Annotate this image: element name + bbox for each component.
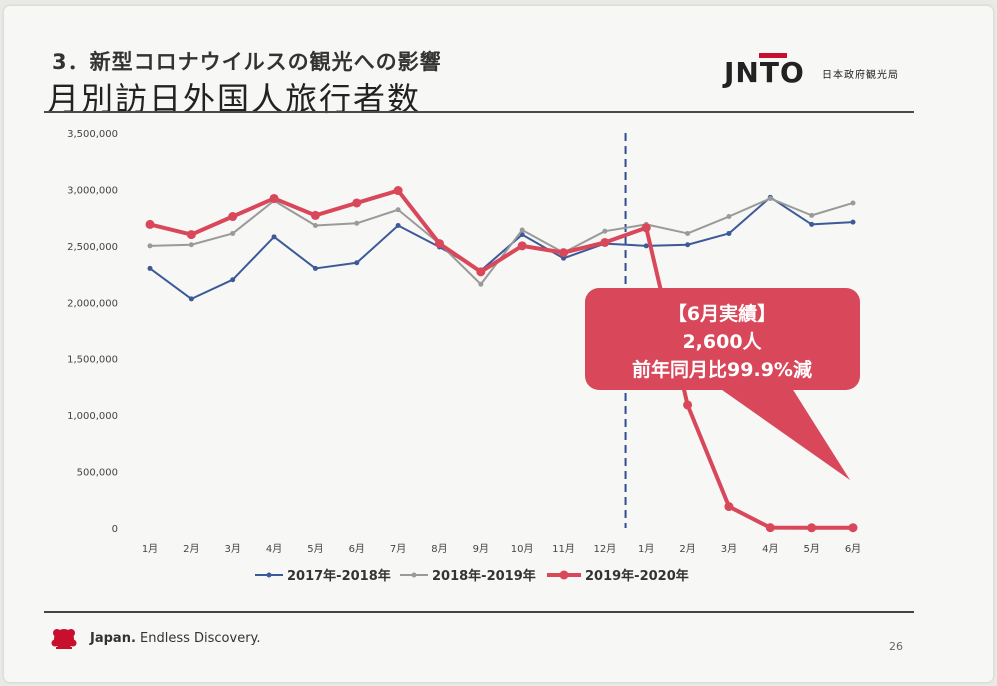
x-tick-label: 3月 bbox=[225, 543, 241, 555]
y-tick-label: 3,000,000 bbox=[67, 185, 118, 196]
data-point bbox=[726, 214, 732, 220]
x-tick-label: 11月 bbox=[552, 543, 575, 555]
data-point bbox=[147, 243, 153, 249]
series-line bbox=[149, 197, 854, 286]
title-divider bbox=[44, 111, 914, 113]
data-point bbox=[269, 193, 279, 203]
callout-pointer bbox=[715, 385, 850, 480]
x-tick-label: 3月 bbox=[721, 543, 737, 555]
footer-divider bbox=[44, 611, 914, 613]
data-point bbox=[685, 242, 691, 248]
series-line bbox=[149, 196, 854, 300]
series-line bbox=[149, 188, 854, 530]
callout-box bbox=[585, 288, 860, 390]
x-tick-label: 1月 bbox=[638, 543, 654, 555]
data-point bbox=[600, 237, 610, 247]
x-tick-label: 5月 bbox=[803, 543, 819, 555]
data-point bbox=[807, 523, 817, 533]
y-tick-label: 1,000,000 bbox=[67, 411, 118, 422]
data-point bbox=[228, 212, 238, 222]
data-point bbox=[478, 281, 484, 287]
data-point bbox=[434, 239, 444, 249]
y-tick-label: 2,000,000 bbox=[67, 298, 118, 309]
data-point bbox=[354, 260, 360, 266]
x-tick-label: 12月 bbox=[594, 543, 617, 555]
x-tick-label: 5月 bbox=[307, 543, 323, 555]
footer-brand-rest: Endless Discovery. bbox=[135, 631, 261, 646]
data-point bbox=[188, 242, 194, 248]
data-point bbox=[850, 200, 856, 206]
y-tick-label: 500,000 bbox=[77, 468, 118, 479]
data-point bbox=[230, 230, 236, 236]
data-point bbox=[765, 523, 775, 533]
y-tick-label: 0 bbox=[112, 524, 118, 535]
logo-accent-bar bbox=[759, 53, 787, 58]
x-tick-label: 2月 bbox=[679, 543, 695, 555]
x-tick-label: 7月 bbox=[390, 543, 406, 555]
page-number: 26 bbox=[889, 640, 903, 653]
y-tick-label: 3,500,000 bbox=[67, 129, 118, 140]
section-title: 3．新型コロナウイルスの観光への影響 bbox=[52, 50, 442, 74]
data-point bbox=[767, 195, 773, 201]
data-point bbox=[848, 523, 858, 533]
data-point bbox=[352, 198, 362, 208]
data-point bbox=[310, 210, 320, 220]
data-point bbox=[850, 219, 856, 225]
data-point bbox=[641, 223, 651, 233]
data-point bbox=[685, 230, 691, 236]
data-point bbox=[809, 221, 815, 227]
data-point bbox=[312, 265, 318, 271]
data-point bbox=[476, 267, 486, 277]
data-point bbox=[312, 223, 318, 229]
x-tick-label: 6月 bbox=[349, 543, 365, 555]
data-point bbox=[726, 230, 732, 236]
callout-line-1: 【6月実績】 bbox=[668, 302, 776, 325]
data-point bbox=[724, 502, 734, 512]
y-tick-label: 2,500,000 bbox=[67, 242, 118, 253]
footer-brand-bold: Japan. bbox=[90, 631, 136, 646]
x-tick-label: 8月 bbox=[431, 543, 447, 555]
data-point bbox=[809, 212, 815, 218]
callout-line-3: 前年同月比99.9%減 bbox=[632, 358, 812, 381]
data-point bbox=[147, 265, 153, 271]
y-tick-label: 1,500,000 bbox=[67, 355, 118, 366]
x-tick-label: 4月 bbox=[266, 543, 282, 555]
x-tick-label: 2月 bbox=[183, 543, 199, 555]
data-point bbox=[188, 296, 194, 302]
data-point bbox=[354, 220, 360, 226]
data-point bbox=[393, 186, 403, 196]
x-tick-label: 10月 bbox=[511, 543, 534, 555]
data-point bbox=[230, 277, 236, 283]
jnto-logo: JNTO bbox=[724, 56, 805, 89]
data-point bbox=[517, 241, 527, 251]
data-point bbox=[561, 255, 567, 261]
data-point bbox=[395, 207, 401, 213]
data-point bbox=[271, 234, 277, 240]
legend-label: 2017年-2018年 bbox=[287, 568, 391, 584]
legend-marker bbox=[266, 572, 272, 578]
data-point bbox=[395, 223, 401, 229]
logo-subtitle: 日本政府観光局 bbox=[822, 70, 899, 81]
x-tick-label: 4月 bbox=[762, 543, 778, 555]
legend-label: 2019年-2020年 bbox=[585, 568, 689, 584]
data-point bbox=[602, 228, 608, 234]
data-point bbox=[643, 243, 649, 249]
x-tick-label: 9月 bbox=[473, 543, 489, 555]
x-tick-label: 6月 bbox=[845, 543, 861, 555]
legend-marker bbox=[411, 572, 417, 578]
x-tick-label: 1月 bbox=[142, 543, 158, 555]
footer-brand: Japan. Endless Discovery. bbox=[90, 631, 261, 646]
data-point bbox=[559, 248, 569, 258]
data-point bbox=[519, 227, 525, 233]
callout-line-2: 2,600人 bbox=[682, 331, 762, 353]
japan-brand-icon bbox=[51, 629, 77, 649]
data-point bbox=[683, 400, 693, 410]
legend-label: 2018年-2019年 bbox=[432, 568, 536, 584]
legend-marker bbox=[559, 570, 569, 580]
data-point bbox=[145, 219, 155, 229]
data-point bbox=[186, 230, 196, 240]
